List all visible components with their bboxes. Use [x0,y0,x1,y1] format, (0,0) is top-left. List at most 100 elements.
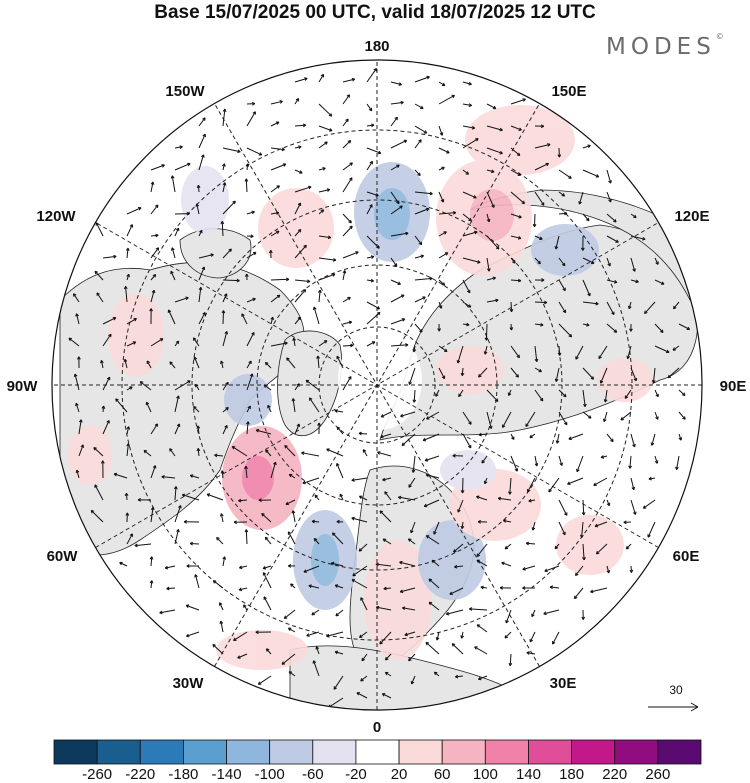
wind-arrow [462,125,476,130]
wind-arrow [390,318,406,325]
wind-arrow [534,162,549,171]
wind-arrow [306,631,320,637]
wind-arrow [534,124,545,129]
wind-arrow [318,340,328,347]
wind-arrow [460,521,465,529]
wind-arrow [483,477,488,485]
wind-arrow [333,675,344,690]
wind-arrow [222,278,240,283]
wind-arrow [404,631,416,637]
wind-arrow [102,420,110,435]
wind-arrow [126,533,133,545]
wind-arrow [428,601,440,611]
wind-arrow [305,379,320,391]
wind-arrow [123,358,128,369]
wind-arrow [499,585,512,590]
wind-arrow [159,609,176,615]
wind-arrow [486,213,491,223]
wind-arrow [508,653,513,667]
colorbar-swatch [614,739,659,765]
wind-arrow [462,191,477,199]
wind-arrow [476,624,488,633]
wind-arrow [366,160,373,171]
wind-arrow [558,389,567,398]
wind-arrow [678,433,683,441]
wind-arrow [150,423,159,435]
wind-arrow [351,579,368,589]
wind-arrow [595,543,608,555]
wind-arrow [222,381,229,391]
wind-arrow [510,98,526,105]
wind-arrow [390,81,402,86]
wind-arrow [582,279,591,297]
wind-arrow [579,521,584,538]
wind-arrow [486,125,503,132]
wind-arrow [185,604,200,611]
wind-arrow [435,631,440,641]
wind-arrow [408,477,416,488]
wind-arrow [125,247,130,259]
wind-arrow [139,381,152,391]
wind-arrow [102,376,111,391]
wind-arrow [311,519,320,524]
wind-arrow [460,367,465,377]
wind-arrow [407,538,416,545]
wind-arrow [462,138,479,149]
wind-arrow [336,519,344,524]
wind-arrow [281,653,296,665]
wind-arrow [286,357,296,369]
wind-arrow [356,692,368,699]
wind-arrow [318,289,322,303]
wind-arrow [602,411,608,423]
wind-arrow [270,100,283,105]
wind-arrow [375,562,392,567]
wind-arrow [294,145,302,150]
wind-arrow [335,609,344,617]
wind-arrow [425,473,440,479]
wind-arrow [581,499,586,516]
wind-arrow [486,389,499,402]
wind-arrow [534,235,543,240]
wind-arrow [484,323,489,341]
wind-arrow [198,154,205,171]
wind-arrow [452,453,464,458]
wind-arrow [454,674,464,679]
wind-arrow [336,355,344,369]
wind-arrow [318,103,333,117]
wind-arrow [554,543,560,550]
wind-arrow [558,301,567,314]
wind-arrow [294,316,302,325]
wind-arrow [75,469,80,479]
wind-arrow [174,340,180,347]
wind-arrow [359,631,368,639]
wind-arrow [309,397,320,413]
wind-arrow [425,641,440,655]
wind-arrow [342,270,347,281]
wind-arrow [174,145,183,149]
wind-arrow [206,493,224,501]
wind-arrow [102,317,117,325]
wind-arrow [647,521,656,538]
wind-arrow [146,360,152,369]
wind-arrow [501,561,512,567]
wind-arrow [558,521,566,536]
wind-arrow [75,313,80,325]
wind-arrow [534,322,544,327]
wind-arrow [313,538,320,545]
wind-arrow [183,519,200,524]
wind-arrow [626,345,632,360]
wind-arrow [557,147,562,158]
wind-arrow [534,143,551,149]
wind-arrow [318,257,337,262]
wind-arrow [478,675,488,681]
wind-arrow [126,318,137,325]
wind-arrow [222,248,232,259]
wind-arrow [222,331,229,347]
wind-arrow [174,529,180,545]
wind-arrow [264,361,272,369]
wind-arrow [262,565,272,570]
wind-arrow [600,455,608,459]
wind-arrow [125,512,130,523]
wind-arrow [582,169,600,178]
